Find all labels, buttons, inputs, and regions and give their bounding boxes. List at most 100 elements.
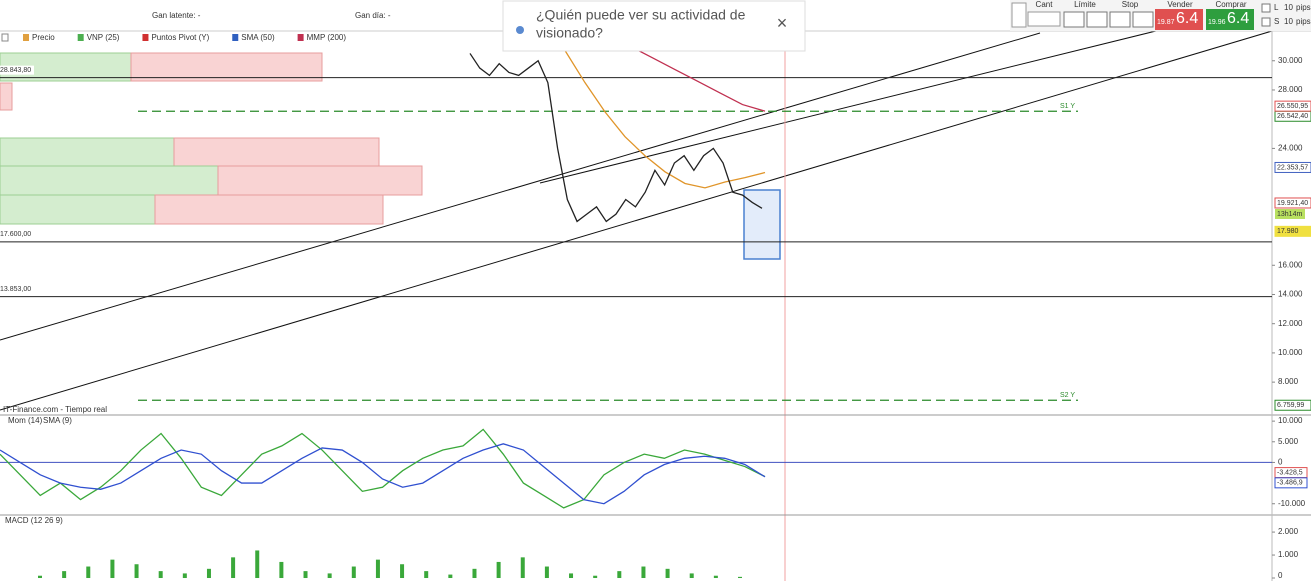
level-tag [0, 65, 34, 75]
price-badge [1274, 100, 1311, 112]
level-tag [0, 229, 34, 239]
macd-bar [62, 571, 67, 579]
popup-text: ¿Quién puede ver su actividad de [536, 7, 746, 23]
y-tick-label: 0 [1278, 458, 1283, 467]
popup [502, 0, 806, 52]
price-badge [1274, 161, 1311, 173]
popup-text: visionado? [536, 25, 603, 41]
sell-price: 19.87 [1157, 19, 1175, 26]
plot: Precio VNP (25) Puntos Pivot (Y) SMA (50) MM… [0, 33, 1311, 580]
pivot-badge-label: 6.759,99 [1277, 402, 1304, 409]
sma50-line [564, 50, 766, 189]
source: IT-Finance.com - Tiempo real [3, 405, 107, 414]
macd-bar [496, 561, 501, 579]
y-tick-label: 1.000 [1278, 550, 1299, 559]
pips-label: pips [1296, 3, 1311, 12]
trend-lines [0, 29, 1273, 411]
legend-swatch [297, 34, 304, 41]
macd-bar [279, 561, 284, 579]
level-label: 28.843,80 [0, 67, 31, 74]
macd-bar [617, 571, 622, 579]
macd-bar [231, 557, 236, 579]
limit-button[interactable] [1086, 11, 1108, 28]
y-tick-label: 2.000 [1278, 527, 1299, 536]
y-tick-label: 28.000 [1278, 85, 1303, 94]
daily: Gan día: - [355, 11, 391, 20]
qty-label: Cant [1036, 0, 1054, 9]
limit-label: Límite [1074, 0, 1096, 9]
legend-box [1, 33, 9, 42]
long-label: L [1274, 3, 1279, 12]
macd-bar [593, 575, 598, 579]
price-badge-label: 26.550,95 [1277, 103, 1308, 110]
panel-icon[interactable] [1011, 2, 1027, 28]
stop-button[interactable] [1109, 11, 1131, 28]
mom-badge-label: -3.486,9 [1277, 480, 1303, 487]
timer: 13h14m [1277, 211, 1302, 218]
y-tick-label: 10.000 [1278, 348, 1303, 357]
legend-item[interactable]: MMP (200) [307, 33, 347, 42]
mom-badge [1274, 477, 1308, 489]
legend-item[interactable]: VNP (25) [87, 33, 120, 42]
pivot-name: S1 Y [1060, 103, 1075, 110]
macd-bar [665, 568, 670, 579]
buy-label: Comprar [1215, 0, 1246, 9]
checkbox[interactable] [1261, 3, 1271, 13]
y-tick-label: 30.000 [1278, 56, 1303, 65]
sell-price-big: 6.4 [1176, 10, 1198, 27]
macd-bar [158, 571, 163, 579]
popup-icon [516, 26, 524, 34]
price-line [469, 53, 763, 223]
pips-value: 10 [1284, 3, 1293, 12]
y-tick-label: 0 [1278, 571, 1283, 580]
checkbox[interactable] [1261, 17, 1271, 27]
sell-label: Vender [1167, 0, 1193, 9]
pips-label: pips [1296, 17, 1311, 26]
legend-item[interactable]: SMA (50) [241, 33, 275, 42]
macd-bar [327, 573, 332, 579]
mmp200-line [629, 45, 766, 112]
macd-bar [569, 573, 574, 579]
timer-badge [1275, 208, 1305, 219]
macd-bar [375, 559, 380, 579]
macd-bar [544, 566, 549, 579]
popup-close[interactable]: × [777, 13, 788, 33]
stop-button[interactable] [1132, 11, 1154, 28]
volume-profile [0, 52, 423, 225]
pivot-badge [1274, 399, 1311, 411]
y-tick-label: 12.000 [1278, 319, 1303, 328]
macd-bar [255, 550, 260, 579]
y-tick-label: 24.000 [1278, 144, 1303, 153]
macd-bar [641, 566, 646, 579]
level-label: 13.853,00 [0, 286, 31, 293]
mom-sma-line [0, 443, 766, 505]
qty-input[interactable] [1027, 11, 1061, 27]
macd-bar [713, 575, 718, 579]
mom-badge-label: -3.428,5 [1277, 469, 1303, 476]
macd-bar [38, 575, 42, 579]
macd-bar [472, 568, 477, 579]
macd-bar [110, 559, 115, 579]
price-badge-label: 17.980 [1277, 228, 1299, 235]
limit-button[interactable] [1063, 11, 1085, 28]
level-tag [0, 284, 34, 294]
y-tick-label: 10.000 [1278, 416, 1303, 425]
macd-bar [86, 566, 91, 579]
legend-item[interactable]: Puntos Pivot (Y) [151, 33, 209, 42]
pivot-badge-label: 26.542,40 [1277, 113, 1308, 120]
momentum-legend: Mom (14) [8, 416, 43, 425]
legend-item[interactable]: Precio [32, 33, 55, 42]
price-badge [1274, 225, 1311, 237]
sell-button[interactable] [1155, 9, 1203, 30]
macd-bar [303, 571, 308, 579]
macd-bar [182, 573, 187, 579]
unrealized: Gan latente: - [152, 11, 201, 20]
price-badge-label: 19.921,40 [1277, 200, 1308, 207]
level-label: 17.600,00 [0, 231, 31, 238]
legend-swatch [232, 34, 239, 41]
buy-button[interactable] [1206, 9, 1254, 30]
macd-bar [520, 557, 525, 579]
macd-bar [351, 566, 356, 579]
macd-bar [738, 576, 742, 579]
